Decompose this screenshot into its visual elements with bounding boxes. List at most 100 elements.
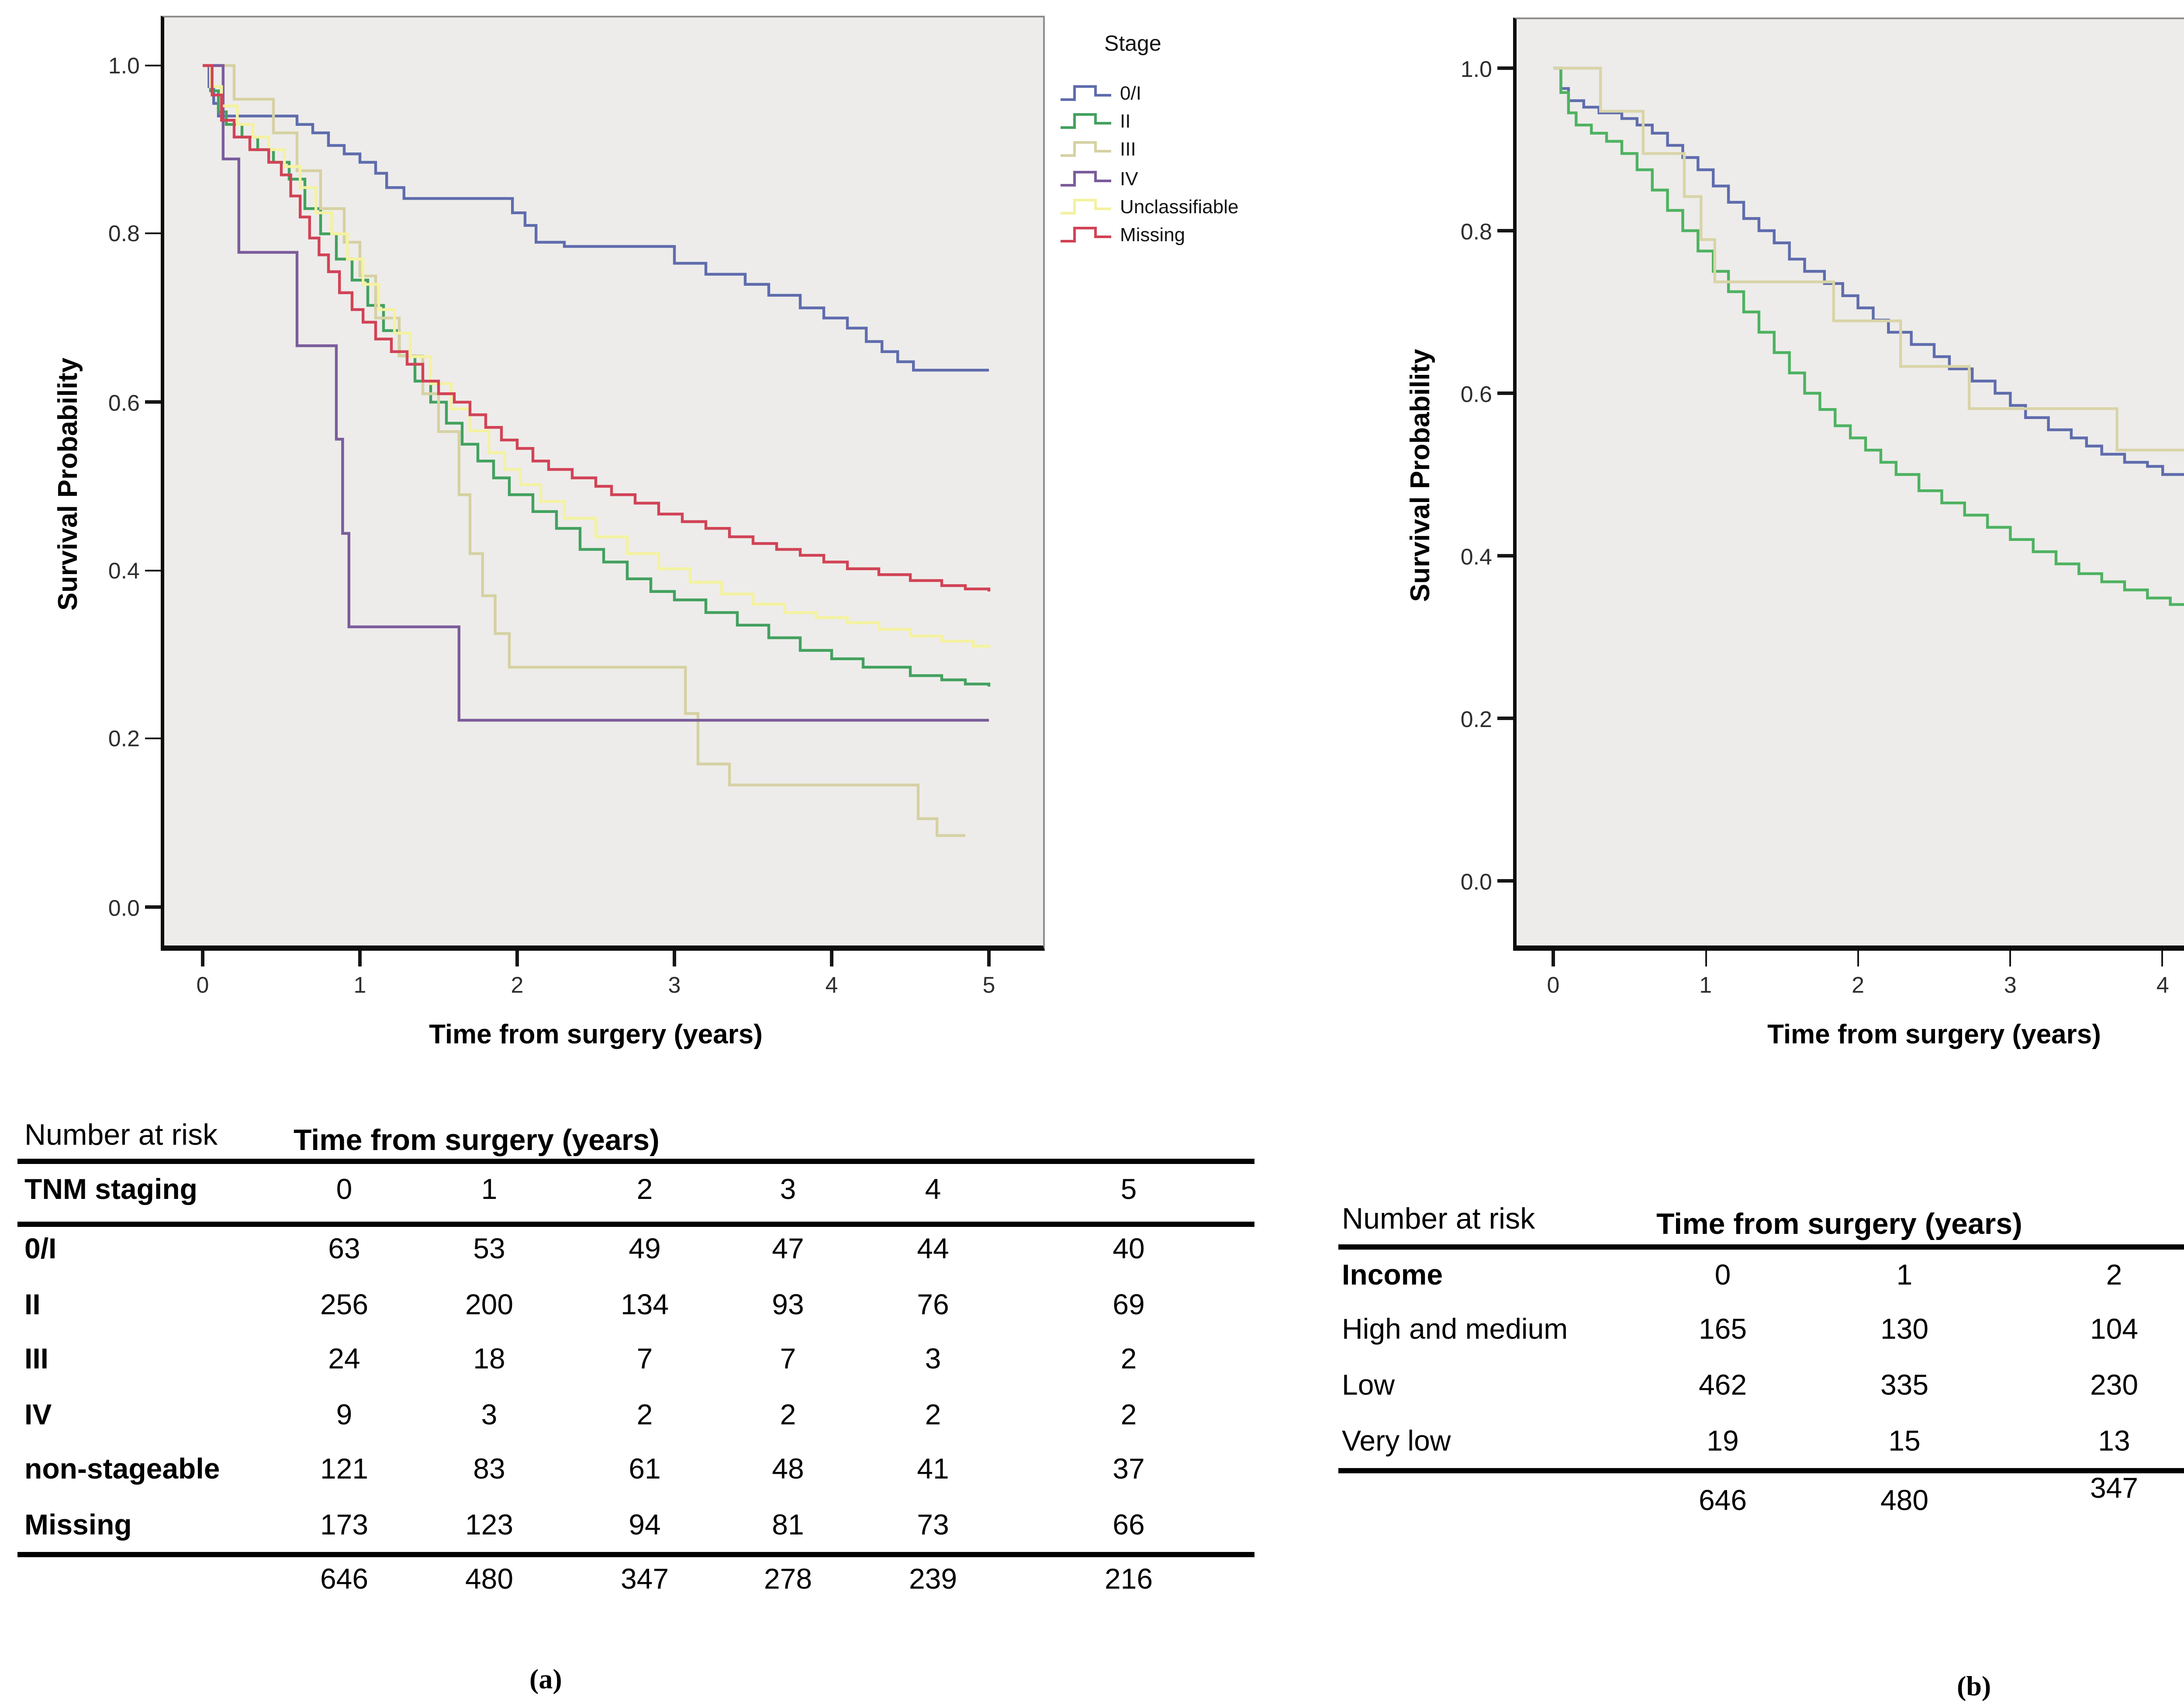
risk-table-cell: 335 [1880, 1370, 1929, 1402]
y-axis-tick-label: 1.0 [108, 52, 140, 79]
risk-table-cell: 2 [636, 1399, 653, 1430]
risk-table-cell: 40 [1113, 1234, 1145, 1265]
y-axis-tick [145, 401, 161, 404]
x-axis-tick-label: 4 [2156, 972, 2169, 998]
risk-table-time-point: 4 [925, 1174, 941, 1206]
risk-table-cell: 123 [465, 1509, 514, 1541]
risk-table-row-label: IV [24, 1399, 52, 1430]
risk-table-time-point: 5 [1120, 1174, 1137, 1206]
survival-curve-missing [203, 64, 991, 592]
risk-table-row-label: Low [1342, 1370, 1395, 1402]
risk-table-total-cell: 347 [2090, 1473, 2139, 1505]
y-axis-tick [1497, 392, 1513, 395]
survival-curve-high-and-medium-income [1553, 66, 2184, 476]
survival-curve-low-income [1553, 66, 2184, 606]
panel-a-y-axis-title: Survival Probability [54, 357, 84, 611]
x-axis-tick-label: 3 [2004, 972, 2017, 998]
y-axis-tick [1497, 67, 1513, 69]
risk-table-cell: 61 [629, 1454, 661, 1486]
risk-table-cell: 134 [620, 1289, 669, 1320]
table-rule [17, 1552, 1254, 1557]
panel-b-risk-table: Number at risk Time from surgery (years) I… [1338, 1202, 2184, 1552]
x-axis-tick [988, 951, 990, 966]
risk-table-cell: 7 [780, 1344, 796, 1375]
x-axis-tick-label: 0 [196, 972, 209, 998]
risk-table-cell: 47 [772, 1234, 804, 1265]
panel-b-plot-area [1513, 17, 2184, 951]
panel-b-x-axis-title: Time from surgery (years) [1767, 1021, 2101, 1050]
x-axis-tick [1552, 951, 1555, 966]
panel-a-risk-table: Number at risk Time from surgery (years) T… [17, 1119, 1254, 1625]
risk-table-row-label: II [24, 1289, 41, 1320]
risk-table-cell: 462 [1698, 1370, 1747, 1402]
panel-b-curves [1553, 66, 2184, 606]
risk-table-time-point: 2 [2106, 1260, 2122, 1292]
risk-table-group-header: TNM staging [24, 1174, 197, 1206]
risk-table-time-point: 3 [780, 1174, 796, 1206]
risk-table-cell: 2 [1120, 1399, 1137, 1430]
y-axis-tick [145, 738, 161, 740]
risk-table-row-label: III [24, 1344, 49, 1375]
risk-table-cell: 66 [1113, 1509, 1145, 1541]
y-axis-tick [1497, 554, 1513, 557]
y-axis-tick-label: 0.4 [1460, 543, 1492, 569]
risk-table-cell: 3 [481, 1399, 498, 1430]
risk-table-cell: 200 [465, 1289, 514, 1320]
y-axis-tick-label: 0.2 [108, 725, 140, 752]
risk-table-cell: 15 [1888, 1426, 1921, 1458]
risk-table-cell: 3 [925, 1344, 941, 1375]
y-axis-tick [145, 232, 161, 235]
x-axis-tick [201, 951, 204, 966]
risk-table-cell: 2 [1120, 1344, 1137, 1375]
risk-table-total-cell: 480 [1880, 1486, 1929, 1517]
legend-entry-label: Missing [1120, 225, 1185, 246]
risk-table-time-point: 1 [481, 1174, 498, 1206]
risk-table-title: Number at risk [1342, 1202, 1535, 1236]
survival-curve-unclassifiable [203, 64, 991, 648]
panel-a-label: (a) [529, 1666, 562, 1695]
x-axis-tick [673, 951, 676, 966]
y-axis-tick-label: 0.8 [108, 221, 140, 247]
survival-curve-ii [203, 64, 991, 687]
x-axis-tick [359, 951, 361, 966]
y-axis-tick [1497, 229, 1513, 232]
risk-table-cell: 24 [328, 1344, 360, 1375]
x-axis-tick-label: 2 [1852, 972, 1864, 998]
risk-table-title: Number at risk [24, 1119, 218, 1152]
risk-table-cell: 37 [1113, 1454, 1145, 1486]
risk-table-cell: 53 [473, 1234, 505, 1265]
survival-curve-very-low-income [1553, 66, 2184, 452]
panel-b-label: (b) [1957, 1673, 1991, 1702]
legend-swatch-step-icon [1061, 198, 1111, 215]
risk-table-total-cell: 216 [1104, 1564, 1153, 1596]
panel-a-legend-title: Stage [1104, 31, 1161, 56]
risk-table-row-label: non-stageable [24, 1454, 220, 1486]
y-axis-tick [145, 906, 161, 908]
risk-table-total-cell: 278 [764, 1564, 812, 1596]
risk-table-cell: 165 [1698, 1314, 1747, 1346]
x-axis-tick-label: 1 [353, 972, 366, 998]
risk-table-total-cell: 646 [320, 1564, 369, 1596]
risk-table-cell: 49 [629, 1234, 661, 1265]
legend-swatch-step-icon [1061, 227, 1111, 242]
risk-table-time-point: 0 [336, 1174, 352, 1206]
risk-table-row-label: Missing [24, 1509, 132, 1541]
risk-table-cell: 9 [336, 1399, 352, 1430]
table-rule [1338, 1468, 2184, 1473]
risk-table-cell: 19 [1707, 1426, 1739, 1458]
risk-table-time-point: 1 [1896, 1260, 1913, 1292]
legend-entry-label: Unclassifiable [1120, 197, 1239, 218]
legend-entry-label: IV [1120, 169, 1138, 190]
risk-table-cell: 230 [2090, 1370, 2139, 1402]
risk-table-row-label: High and medium [1342, 1314, 1568, 1346]
risk-table-cell: 13 [2098, 1426, 2130, 1458]
x-axis-tick-label: 5 [982, 972, 995, 998]
risk-table-cell: 173 [320, 1509, 369, 1541]
risk-table-total-cell: 239 [909, 1564, 957, 1596]
legend-swatch-step-icon [1061, 142, 1111, 158]
risk-table-cell: 83 [473, 1454, 505, 1486]
y-axis-tick-label: 0.0 [108, 894, 140, 920]
x-axis-tick-label: 1 [1699, 972, 1712, 998]
y-axis-tick-label: 0.6 [108, 389, 140, 416]
risk-table-cell: 63 [328, 1234, 360, 1265]
